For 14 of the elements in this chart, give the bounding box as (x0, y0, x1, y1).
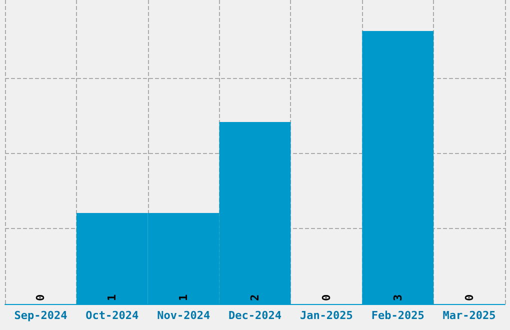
x-tick-label: Sep-2024 (14, 309, 68, 322)
data-label: 0 (34, 294, 48, 301)
data-label: 3 (391, 294, 404, 301)
data-label: 0 (320, 294, 333, 301)
x-tick-label: Jan-2025 (300, 309, 353, 322)
x-tick-label: Nov-2024 (157, 309, 210, 322)
x-tick-label: Dec-2024 (228, 309, 282, 322)
x-tick-label: Oct-2024 (86, 309, 140, 322)
data-label: 1 (177, 294, 190, 301)
x-tick-label: Mar-2025 (442, 309, 496, 322)
data-label: 2 (248, 294, 262, 301)
data-label: 0 (462, 294, 476, 301)
x-tick-label: Feb-2025 (371, 309, 424, 322)
data-label: 1 (106, 294, 119, 301)
